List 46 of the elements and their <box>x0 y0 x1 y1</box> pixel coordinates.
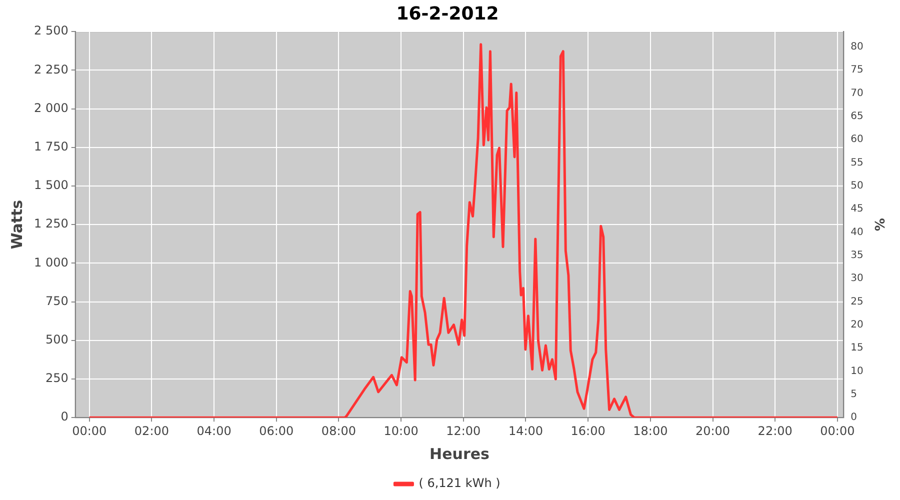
x-tick-label: 20:00 <box>695 424 730 438</box>
x-axis-title: Heures <box>430 444 490 463</box>
x-tick-label: 12:00 <box>446 424 481 438</box>
y-axis-title: Watts <box>8 200 26 250</box>
y-tick-label: 1 750 <box>34 140 68 154</box>
y2-tick-label: 35 <box>850 250 864 262</box>
x-tick-label: 22:00 <box>758 424 792 438</box>
chart-title: 16-2-2012 <box>396 3 499 24</box>
y2-tick-label: 30 <box>850 273 864 284</box>
y-tick-label: 1 500 <box>34 178 68 192</box>
y2-tick-label: 20 <box>850 320 864 331</box>
y2-tick-label: 15 <box>850 342 864 354</box>
x-tick-label: 02:00 <box>134 424 170 438</box>
y-tick-label: 0 <box>60 410 68 424</box>
y2-tick-label: 55 <box>850 157 864 168</box>
y-tick-label: 2 000 <box>34 100 68 115</box>
y-tick-label: 2 500 <box>34 24 68 38</box>
x-tick-label: 00:00 <box>820 424 855 438</box>
y2-tick-label: 80 <box>850 41 864 52</box>
x-tick-label: 06:00 <box>259 424 294 438</box>
x-tick-label: 04:00 <box>196 424 232 438</box>
y2-tick-label: 5 <box>850 389 858 400</box>
legend-label: ( 6,121 kWh ) <box>418 476 500 490</box>
y2-tick-label: 25 <box>850 296 864 308</box>
x-tick-label: 14:00 <box>508 424 544 438</box>
x-tick-label: 00:00 <box>72 424 107 438</box>
y2-tick-label: 70 <box>850 88 864 99</box>
y2-tick-label: 60 <box>850 134 864 146</box>
y2-tick-label: 45 <box>850 204 864 215</box>
y2-tick-label: 75 <box>850 64 864 76</box>
y-tick-label: 500 <box>45 332 68 347</box>
x-tick-label: 18:00 <box>633 424 668 438</box>
y2-tick-label: 0 <box>850 412 858 424</box>
y2-axis-title: % <box>870 218 886 232</box>
y-tick-label: 250 <box>45 371 68 386</box>
y-tick-label: 1 000 <box>34 255 68 270</box>
y2-tick-label: 10 <box>850 366 864 377</box>
x-tick-label: 16:00 <box>570 424 606 438</box>
y-tick-label: 2 250 <box>34 62 68 76</box>
y2-tick-label: 50 <box>850 180 864 192</box>
y-tick-label: 1 250 <box>34 216 68 231</box>
y2-tick-label: 65 <box>850 110 864 122</box>
y2-tick-label: 40 <box>850 226 864 238</box>
y-tick-label: 750 <box>45 294 68 308</box>
x-tick-label: 08:00 <box>321 424 356 438</box>
x-tick-label: 10:00 <box>384 424 418 438</box>
